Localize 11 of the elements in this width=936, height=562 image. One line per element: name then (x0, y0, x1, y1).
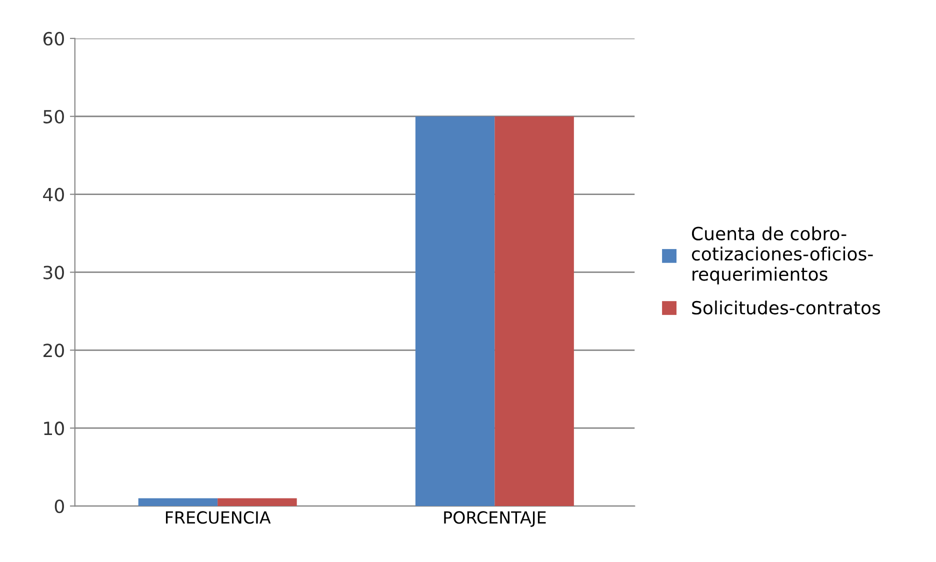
y-tick-label: 40 (43, 188, 64, 202)
legend-label: Solicitudes-contratos (692, 300, 880, 315)
y-tick-label: 10 (44, 422, 64, 436)
y-tick-label: 50 (44, 110, 64, 124)
x-tick-label: PORCENTAJE (444, 511, 546, 527)
y-tick-label: 0 (54, 499, 64, 514)
x-tick-label: FRECUENCIA (166, 511, 271, 524)
y-tick-label: 30 (44, 266, 64, 280)
y-tick-label: 60 (43, 32, 64, 46)
legend-label: Cuenta de cobro- cotizaciones-oficios- requerimientos (692, 226, 873, 284)
y-tick-label: 20 (44, 344, 64, 358)
